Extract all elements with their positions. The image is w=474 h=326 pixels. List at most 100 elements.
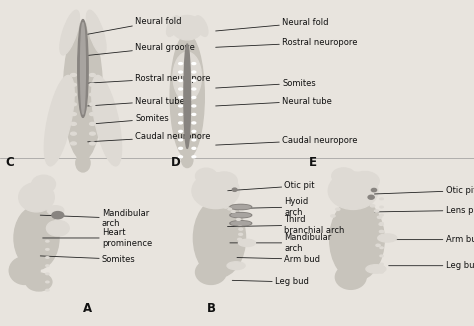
Ellipse shape [380, 215, 383, 216]
Ellipse shape [336, 208, 340, 210]
Ellipse shape [71, 83, 76, 86]
Ellipse shape [379, 230, 383, 233]
Ellipse shape [14, 206, 59, 270]
Ellipse shape [90, 93, 95, 96]
Ellipse shape [26, 273, 52, 291]
Ellipse shape [78, 20, 88, 117]
Ellipse shape [184, 44, 191, 148]
Ellipse shape [179, 147, 182, 149]
Text: Mandibular
arch: Mandibular arch [230, 233, 332, 253]
Ellipse shape [46, 265, 49, 267]
Ellipse shape [46, 257, 49, 258]
Ellipse shape [239, 233, 243, 235]
Ellipse shape [380, 231, 383, 232]
Text: Caudal neuropore: Caudal neuropore [88, 132, 210, 142]
Ellipse shape [332, 168, 356, 184]
Ellipse shape [192, 130, 196, 132]
Ellipse shape [64, 23, 102, 160]
Ellipse shape [231, 222, 250, 225]
Text: Arm bud: Arm bud [237, 255, 320, 264]
Ellipse shape [90, 122, 95, 126]
Ellipse shape [380, 263, 383, 265]
Ellipse shape [195, 260, 227, 284]
Ellipse shape [91, 75, 122, 166]
Text: Arm bud: Arm bud [389, 235, 474, 244]
Text: D: D [171, 156, 180, 170]
Text: Rostral neuropore: Rostral neuropore [216, 38, 357, 47]
Ellipse shape [231, 205, 250, 209]
Text: Caudal neuropore: Caudal neuropore [216, 136, 357, 145]
Ellipse shape [172, 15, 203, 40]
Ellipse shape [179, 80, 182, 82]
Ellipse shape [351, 171, 379, 190]
Ellipse shape [238, 238, 242, 240]
Text: Otic pit: Otic pit [228, 181, 315, 191]
Ellipse shape [192, 156, 196, 158]
Ellipse shape [378, 238, 383, 240]
Ellipse shape [238, 223, 242, 225]
Ellipse shape [46, 241, 49, 242]
Ellipse shape [46, 273, 49, 274]
Ellipse shape [380, 239, 383, 241]
Ellipse shape [90, 112, 95, 116]
Ellipse shape [71, 142, 76, 145]
Ellipse shape [90, 142, 95, 145]
Ellipse shape [228, 208, 232, 210]
Ellipse shape [192, 88, 196, 90]
Ellipse shape [81, 23, 85, 114]
Ellipse shape [179, 139, 182, 141]
Ellipse shape [192, 80, 196, 82]
Ellipse shape [52, 212, 64, 219]
Ellipse shape [71, 132, 76, 135]
Ellipse shape [179, 88, 182, 90]
Text: Hyoid
arch: Hyoid arch [228, 197, 309, 217]
Ellipse shape [46, 289, 49, 291]
Ellipse shape [379, 223, 383, 225]
Text: Otic pit: Otic pit [374, 186, 474, 195]
Ellipse shape [166, 16, 180, 37]
Ellipse shape [60, 10, 80, 55]
Ellipse shape [377, 216, 382, 218]
Ellipse shape [193, 199, 246, 277]
Ellipse shape [380, 247, 383, 248]
Text: Leg bud: Leg bud [232, 277, 309, 287]
Ellipse shape [46, 281, 49, 283]
Ellipse shape [330, 199, 384, 280]
Ellipse shape [179, 113, 182, 115]
Ellipse shape [347, 200, 352, 202]
Ellipse shape [9, 257, 40, 284]
Ellipse shape [179, 63, 182, 65]
Text: C: C [5, 156, 14, 170]
Ellipse shape [192, 139, 196, 141]
Ellipse shape [336, 265, 366, 289]
Ellipse shape [234, 214, 238, 216]
Ellipse shape [230, 221, 252, 226]
Text: Leg bud: Leg bud [389, 261, 474, 270]
Ellipse shape [192, 173, 239, 209]
Ellipse shape [380, 198, 383, 200]
Text: Neural tube: Neural tube [88, 96, 185, 106]
Ellipse shape [230, 204, 252, 210]
Ellipse shape [71, 112, 76, 116]
Text: Somites: Somites [92, 114, 169, 124]
Ellipse shape [224, 206, 228, 208]
Ellipse shape [90, 73, 95, 77]
Text: E: E [309, 156, 317, 170]
Ellipse shape [90, 103, 95, 106]
Ellipse shape [380, 206, 383, 208]
Ellipse shape [76, 154, 90, 172]
Ellipse shape [230, 213, 252, 218]
Ellipse shape [374, 210, 379, 212]
Ellipse shape [170, 34, 204, 158]
Text: Somites: Somites [40, 255, 136, 264]
Ellipse shape [179, 105, 182, 107]
Ellipse shape [192, 63, 196, 65]
Ellipse shape [227, 262, 245, 270]
Ellipse shape [211, 172, 237, 190]
Ellipse shape [47, 206, 64, 215]
Ellipse shape [231, 211, 235, 213]
Ellipse shape [231, 214, 250, 217]
Ellipse shape [192, 71, 196, 73]
Ellipse shape [192, 122, 196, 124]
Text: Mandibular
arch: Mandibular arch [40, 209, 149, 228]
